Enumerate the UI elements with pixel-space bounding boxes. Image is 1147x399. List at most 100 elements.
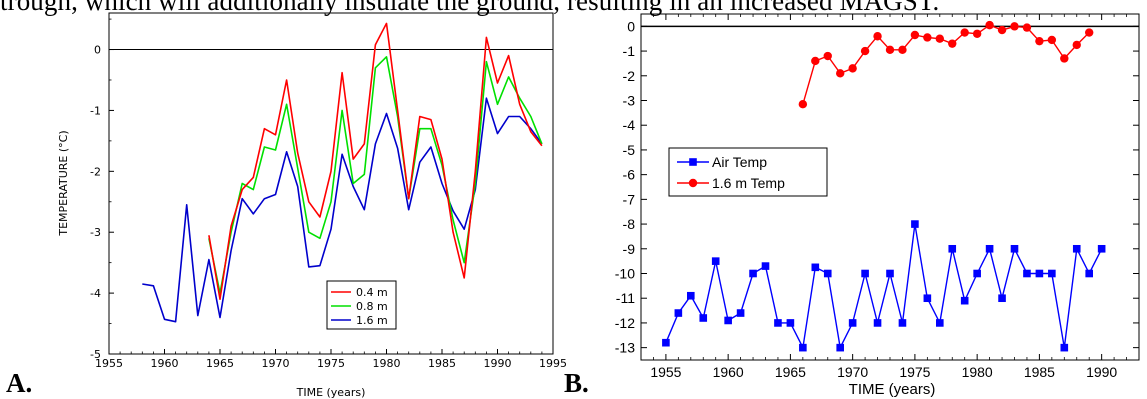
chart-b-point-air-temp — [886, 269, 894, 278]
chart-a-x-tick-label: 1980 — [373, 357, 401, 370]
caption-text: trough, which will additionally insulate… — [0, 0, 940, 16]
chart-a-y-tick-label: -4 — [90, 287, 101, 300]
chart-a-series-line-0_4m — [208, 22, 543, 301]
chart-b-point-air-temp — [1023, 269, 1031, 278]
chart-b-point-1-6-m-temp — [873, 32, 882, 41]
chart-b-y-tick-label: -4 — [623, 117, 636, 133]
chart-a-x-tick-label: 1975 — [317, 357, 345, 370]
chart-b-x-tick-label: 1980 — [962, 364, 993, 380]
chart-b-y-tick-label: -11 — [616, 290, 635, 306]
chart-b-point-air-temp — [1035, 269, 1044, 278]
chart-b-point-air-temp — [1072, 244, 1081, 253]
chart-b-legend-marker — [689, 158, 697, 166]
chart-b-point-air-temp — [923, 294, 932, 303]
chart-b-point-air-temp — [774, 319, 782, 327]
chart-b-point-air-temp — [848, 319, 857, 327]
chart-b-point-1-6-m-temp — [848, 64, 857, 73]
chart-a-series-line-0_8m — [208, 55, 543, 294]
chart-a-x-tick-label: 1965 — [206, 357, 234, 370]
chart-b-point-air-temp — [836, 343, 844, 352]
chart-a-x-tick-label: 1960 — [151, 357, 179, 370]
chart-a-x-axis-label: TIME (years) — [296, 386, 366, 399]
chart-b-point-air-temp — [736, 309, 745, 317]
chart-b-y-tick-label: -10 — [615, 266, 635, 282]
chart-a-legend-label: 0.4 m — [356, 286, 388, 299]
chart-b-point-air-temp — [998, 294, 1006, 303]
chart-b-point-1-6-m-temp — [823, 51, 832, 61]
chart-b-x-tick-label: 1990 — [1086, 364, 1117, 380]
chart-a-series-line-1_6m — [142, 97, 543, 323]
chart-b-y-tick-label: -13 — [615, 340, 635, 356]
chart-b-x-axis-label: TIME (years) — [849, 381, 936, 398]
chart-b-legend-box — [668, 147, 828, 197]
chart-b-y-tick-label: -7 — [623, 191, 636, 207]
chart-b-legend-marker — [688, 178, 698, 188]
chart-a-y-tick-label: -3 — [90, 226, 101, 239]
chart-b-x-tick-label: 1965 — [775, 364, 806, 380]
chart-b-y-tick-label: -12 — [615, 315, 635, 331]
chart-b-point-air-temp — [1085, 269, 1093, 278]
chart-b-point-1-6-m-temp — [1047, 35, 1057, 45]
chart-b-point-1-6-m-temp — [972, 29, 982, 38]
chart-b-x-tick-label: 1985 — [1024, 364, 1055, 380]
chart-b-y-tick-label: -2 — [623, 68, 636, 84]
chart-a-x-tick-label: 1970 — [262, 357, 290, 370]
chart-b-point-air-temp — [960, 296, 969, 305]
chart-b-point-air-temp — [699, 314, 708, 322]
chart-a-y-tick-label: -1 — [90, 104, 101, 117]
chart-b-point-air-temp — [898, 319, 907, 327]
chart-a-legend-label: 1.6 m — [356, 314, 388, 327]
chart-b-point-air-temp — [1048, 269, 1056, 278]
chart-b-point-air-temp — [724, 316, 732, 325]
chart-b-point-1-6-m-temp — [985, 20, 994, 30]
chart-a-y-tick-label: -2 — [90, 165, 101, 178]
chart-a-y-axis-label: TEMPERATURE (°C) — [57, 130, 70, 236]
chart-b-point-air-temp — [1010, 244, 1019, 253]
chart-a-legend-label: 0.8 m — [356, 300, 388, 313]
chart-b-point-1-6-m-temp — [1022, 23, 1032, 32]
chart-b-point-air-temp — [811, 263, 820, 272]
chart-b-point-1-6-m-temp — [836, 69, 845, 78]
chart-b-y-tick-label: -5 — [623, 142, 636, 158]
chart-b-series-line-1-6-m-temp — [802, 24, 1090, 105]
chart-b-point-1-6-m-temp — [1035, 36, 1044, 46]
chart-b-y-tick-label: -6 — [623, 167, 636, 183]
chart-a-y-tick-label: 0 — [94, 44, 101, 57]
chart-a-x-tick-label: 1995 — [539, 357, 567, 370]
chart-b-point-1-6-m-temp — [798, 100, 808, 109]
chart-b-point-1-6-m-temp — [910, 30, 920, 40]
chart-b-point-air-temp — [973, 269, 981, 278]
chart-b-point-1-6-m-temp — [898, 45, 907, 55]
chart-b-point-air-temp — [662, 338, 670, 347]
chart-b-point-1-6-m-temp — [1072, 40, 1081, 50]
chart-b-series-line-air-temp — [665, 223, 1103, 350]
chart-b-y-tick-label: -8 — [623, 216, 636, 232]
chart-a-x-tick-label: 1955 — [95, 357, 123, 370]
chart-b-point-air-temp — [1060, 343, 1069, 352]
chart-b-point-air-temp — [861, 269, 869, 278]
chart-b-legend-label: Air Temp — [712, 154, 767, 170]
chart-b-point-air-temp — [786, 319, 795, 327]
chart-b-point-1-6-m-temp — [935, 34, 944, 43]
chart-b-point-1-6-m-temp — [960, 28, 969, 37]
chart-b-x-tick-label: 1970 — [837, 364, 868, 380]
chart-b-x-tick-label: 1960 — [713, 364, 744, 380]
chart-b-point-1-6-m-temp — [923, 33, 932, 42]
chart-b-point-air-temp — [674, 309, 683, 317]
chart-b-point-air-temp — [749, 269, 757, 278]
chart-b-point-air-temp — [711, 257, 720, 265]
chart-b-point-air-temp — [948, 244, 957, 253]
chart-b-point-air-temp — [799, 343, 807, 352]
chart-b-legend-label: 1.6 m Temp — [712, 175, 785, 191]
chart-a-legend: 0.4 m0.8 m1.6 m — [326, 280, 397, 330]
chart-b-point-air-temp — [936, 319, 944, 327]
chart-b-y-tick-label: -3 — [623, 93, 636, 109]
chart-b-point-air-temp — [823, 269, 832, 278]
chart-a-y-tick-label: -5 — [90, 348, 101, 361]
chart-b: 1955 1960 1965 1970 1975 1980 1985 1990 0 -1 -2 -3… — [615, 13, 1140, 398]
panel-label-a: A. — [6, 368, 33, 398]
chart-b-point-1-6-m-temp — [885, 45, 895, 55]
chart-a-legend-box — [326, 280, 397, 330]
chart-b-point-1-6-m-temp — [1085, 28, 1094, 37]
